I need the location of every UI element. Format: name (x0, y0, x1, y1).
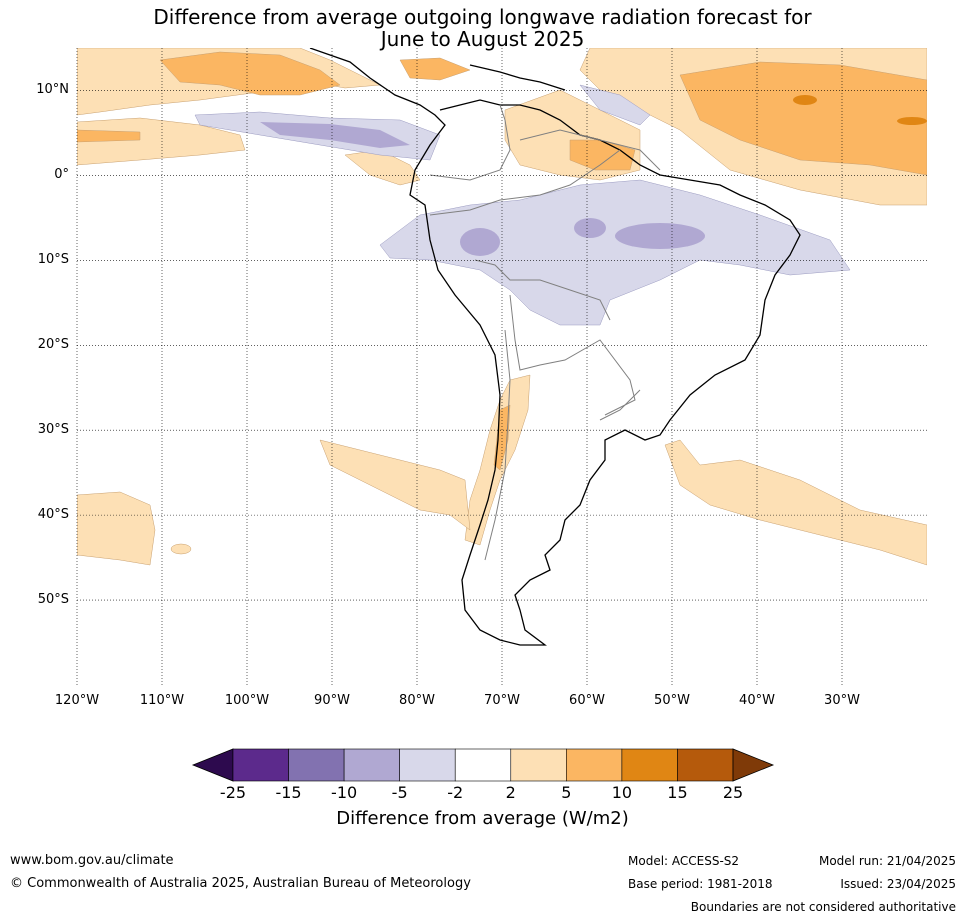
map-title-line2: June to August 2025 (380, 27, 585, 51)
negative-region-amazon-west (460, 228, 500, 256)
colorbar-tick-label: -5 (391, 783, 408, 802)
colorbar-swatch (677, 748, 734, 782)
colorbar-swatch (288, 748, 345, 782)
anomaly-region-sw-atlantic (664, 439, 927, 566)
negative-region-pacific-mid (260, 122, 410, 148)
anomaly-region-atlantic-peak1 (793, 95, 817, 105)
lon-tick-label: 40°W (739, 693, 775, 708)
anomaly-region-small-pacific (170, 543, 192, 555)
issued-date: Issued: 23/04/2025 (840, 877, 956, 891)
lon-tick-label: 100°W (224, 693, 270, 708)
colorbar-swatch (232, 748, 289, 782)
coastline (309, 48, 801, 646)
lat-tick-label: 0° (54, 167, 69, 183)
model-name: Model: ACCESS-S2 (628, 854, 740, 868)
negative-region-amazon-east (615, 223, 705, 249)
colorbar-tick-label: -10 (331, 783, 358, 802)
base-period: Base period: 1981-2018 (628, 877, 773, 891)
negative-region-amazon (379, 179, 851, 326)
colorbar-tick-label: -2 (447, 783, 464, 802)
gridlines (76, 48, 927, 685)
colorbar-swatch (510, 748, 567, 782)
lon-tick-label: 30°W (824, 693, 860, 708)
lat-tick-label: 10°N (36, 82, 69, 98)
colorbar-max-extension (732, 748, 775, 782)
lat-tick-label: 20°S (37, 337, 69, 353)
anomaly-region-atlantic-peak2 (897, 117, 927, 125)
lat-tick-label: 30°S (37, 422, 69, 438)
lat-tick-label: 10°S (37, 252, 69, 268)
country-borders (429, 104, 661, 561)
lon-tick-label: 70°W (484, 693, 520, 708)
colorbar-tick-label: -15 (275, 783, 302, 802)
colorbar-tick-label: 15 (667, 783, 688, 802)
colorbar-title: Difference from average (W/m2) (336, 808, 629, 829)
colorbar-swatch (399, 748, 456, 782)
copyright-text: © Commonwealth of Australia 2025, Austra… (10, 876, 471, 891)
anomaly-region-central-america (159, 51, 341, 96)
lon-tick-label: 60°W (569, 693, 605, 708)
boundaries-disclaimer: Boundaries are not considered authoritat… (690, 900, 956, 914)
model-run-date: Model run: 21/04/2025 (818, 854, 956, 868)
colorbar-tick-label: 10 (611, 783, 633, 802)
negative-region-amazon-central (574, 218, 606, 238)
lon-tick-label: 110°W (139, 693, 185, 708)
lon-tick-label: 50°W (654, 693, 690, 708)
lon-tick-label: 80°W (399, 693, 435, 708)
anomaly-region-se-pacific (319, 439, 471, 531)
lon-tick-label: 120°W (54, 693, 100, 708)
website-link[interactable]: www.bom.gov.au/climate (10, 853, 174, 868)
lat-tick-label: 50°S (37, 592, 69, 608)
negative-region-venezuela (579, 84, 651, 126)
anomaly-region-eq-pacific (77, 117, 246, 166)
colorbar-swatch (454, 748, 512, 782)
colorbar-tick-label: 2 (505, 783, 516, 802)
lon-tick-label: 90°W (314, 693, 350, 708)
colorbar-tick-label: 5 (561, 783, 572, 802)
anomaly-region-far-se-pacific (77, 491, 156, 566)
colorbar-tick-label: 25 (722, 783, 744, 802)
anomaly-region-eq-pacific-mid (77, 129, 141, 143)
anomaly-region-caribbean (399, 57, 471, 81)
colorbar-swatch (343, 748, 400, 782)
anomaly-shading (77, 48, 927, 566)
colorbar-swatch (621, 748, 678, 782)
map-title-line1: Difference from average outgoing longwav… (153, 5, 812, 29)
colorbar (191, 748, 775, 782)
anomaly-region-atlantic-mid (679, 61, 927, 176)
colorbar-tick-label: -25 (219, 783, 247, 802)
colorbar-min-extension (191, 748, 234, 782)
colorbar-swatch (566, 748, 623, 782)
lat-tick-label: 40°S (37, 507, 69, 523)
